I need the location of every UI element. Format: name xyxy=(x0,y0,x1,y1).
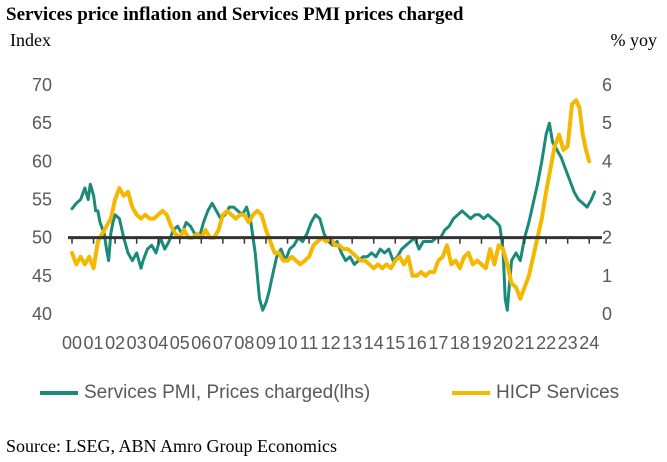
left-axis-tick-label: 45 xyxy=(32,266,52,286)
x-axis-tick-label: 20 xyxy=(493,333,513,353)
x-axis-tick-label: 11 xyxy=(300,333,319,353)
right-axis-tick-label: 0 xyxy=(602,304,612,324)
x-axis-tick-label: 19 xyxy=(471,333,491,353)
left-axis-tick-label: 55 xyxy=(32,190,52,210)
x-axis-tick-label: 13 xyxy=(342,333,362,353)
legend: Services PMI, Prices charged(lhs) HICP S… xyxy=(40,382,660,410)
x-axis-tick-label: 21 xyxy=(515,333,535,353)
x-axis-tick-label: 09 xyxy=(256,333,276,353)
left-axis-unit-label: Index xyxy=(10,30,51,50)
x-axis-tick-label: 07 xyxy=(213,333,233,353)
x-axis-tick-label: 05 xyxy=(170,333,190,353)
x-axis-tick-label: 17 xyxy=(428,333,448,353)
x-axis-tick-label: 08 xyxy=(234,333,254,353)
legend-swatch-hicp xyxy=(452,391,490,395)
right-axis-tick-label: 6 xyxy=(602,75,612,95)
chart-title: Services price inflation and Services PM… xyxy=(6,4,464,25)
left-axis-tick-label: 70 xyxy=(32,75,52,95)
right-axis-tick-label: 3 xyxy=(602,190,612,210)
left-axis-tick-label: 50 xyxy=(32,228,52,248)
x-axis-tick-label: 23 xyxy=(558,333,578,353)
reference-line-tick-marks xyxy=(71,237,590,244)
x-axis-tick-label: 22 xyxy=(536,333,556,353)
x-axis-tick-label: 18 xyxy=(450,333,470,353)
right-axis-tick-label: 2 xyxy=(602,228,612,248)
right-axis-tick-label: 5 xyxy=(602,113,612,133)
right-axis-unit-label: % yoy xyxy=(610,30,658,50)
x-axis-tick-label: 14 xyxy=(364,333,384,353)
x-axis-tick-label: 06 xyxy=(191,333,211,353)
legend-label-hicp: HICP Services xyxy=(496,382,620,403)
x-axis-tick-label: 00 xyxy=(62,333,82,353)
left-axis-tick-label: 65 xyxy=(32,113,52,133)
x-axis-tick-label: 16 xyxy=(407,333,427,353)
x-axis-tick-label: 10 xyxy=(277,333,297,353)
left-axis-tick-label: 60 xyxy=(32,151,52,171)
series-line-hicp-services xyxy=(70,98,592,301)
x-axis-tick-label: 24 xyxy=(579,333,599,353)
left-axis-ticks: 40 45 50 55 60 65 70 xyxy=(32,75,52,324)
x-axis-tick-label: 15 xyxy=(385,333,405,353)
x-axis-tick-label: 12 xyxy=(321,333,341,353)
legend-item-hicp: HICP Services xyxy=(452,382,619,404)
right-axis-tick-label: 1 xyxy=(602,266,612,286)
right-axis-ticks: 0 1 2 3 4 5 6 xyxy=(602,75,612,324)
source-note: Source: LSEG, ABN Amro Group Economics xyxy=(6,436,337,456)
x-axis-tick-label: 04 xyxy=(148,333,168,353)
right-axis-tick-label: 4 xyxy=(602,151,612,171)
x-axis-tick-label: 02 xyxy=(105,333,125,353)
legend-swatch-pmi xyxy=(40,391,78,395)
legend-label-pmi: Services PMI, Prices charged(lhs) xyxy=(84,382,371,403)
x-axis-tick-label: 03 xyxy=(127,333,147,353)
x-axis-tick-label: 01 xyxy=(84,333,104,353)
left-axis-tick-label: 40 xyxy=(32,304,52,324)
x-axis-ticks: 00 01 02 03 04 05 06 07 08 09 10 11 12 13 14 15 16 17 18 19… xyxy=(62,333,599,353)
series-layer xyxy=(70,98,597,312)
legend-item-pmi: Services PMI, Prices charged(lhs) xyxy=(40,382,370,404)
